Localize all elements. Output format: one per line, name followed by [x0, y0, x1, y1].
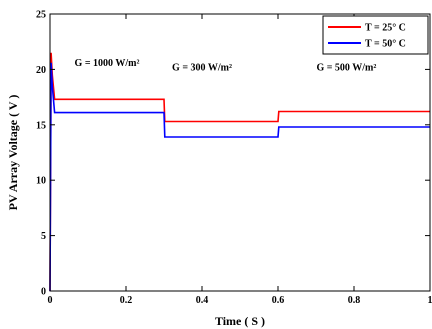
legend: T = 25° C T = 50° C [322, 15, 429, 55]
x-tick-label: 0.8 [348, 295, 361, 306]
x-tick-label: 0.6 [272, 295, 285, 306]
series-line-2 [49, 62, 430, 292]
series-layer [49, 52, 430, 292]
plot-frame [49, 13, 431, 292]
y-tick-label: 15 [36, 120, 46, 131]
x-tick-label: 0.2 [120, 295, 133, 306]
y-axis-label: PV Array Voltage ( V ) [6, 95, 20, 211]
irradiance-annotation-1: G = 1000 W/m² [75, 58, 140, 69]
annotations-layer: G = 1000 W/m² G = 300 W/m² G = 500 W/m² [75, 58, 377, 73]
x-tick-label: 0.4 [196, 295, 209, 306]
legend-label-1: T = 25° C [365, 23, 406, 34]
y-tick-label: 20 [36, 65, 46, 76]
plot-area [50, 14, 430, 291]
irradiance-annotation-2: G = 300 W/m² [172, 63, 232, 74]
y-tick-label: 0 [41, 287, 46, 298]
series-line-1 [49, 52, 430, 292]
y-tick-label: 10 [36, 176, 46, 187]
x-axis-label: Time ( S ) [215, 314, 265, 328]
legend-box [322, 15, 429, 55]
legend-label-2: T = 50° C [365, 39, 406, 50]
x-tick-label: 1 [428, 295, 432, 306]
x-tick-label: 0 [48, 295, 53, 306]
irradiance-annotation-3: G = 500 W/m² [316, 63, 376, 74]
y-tick-label: 25 [36, 10, 46, 21]
y-tick-label: 5 [41, 231, 46, 242]
